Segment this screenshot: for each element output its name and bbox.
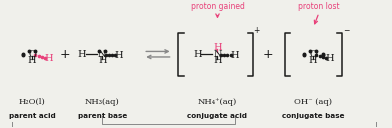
Text: +: + [60,48,71,61]
Text: NH₃(aq): NH₃(aq) [85,98,120,106]
Text: proton lost: proton lost [298,2,340,11]
Text: H: H [27,56,36,65]
Text: H: H [230,51,239,60]
Text: +: + [253,26,260,35]
Text: conjugate base: conjugate base [282,113,345,119]
Text: proton gained: proton gained [191,2,245,11]
Text: conjugate acid: conjugate acid [187,113,247,119]
Text: parent acid: parent acid [9,113,55,119]
Text: H: H [213,56,222,65]
Text: O: O [28,50,36,59]
Text: N: N [213,50,222,59]
Text: H: H [213,43,222,52]
Text: H: H [309,56,318,65]
Text: H: H [44,54,53,63]
Text: −: − [343,26,349,35]
Text: H: H [325,54,334,63]
Text: OH⁻ (aq): OH⁻ (aq) [294,98,332,106]
Text: parent base: parent base [78,113,127,119]
Text: NH₄⁺(aq): NH₄⁺(aq) [198,98,237,106]
Text: N: N [98,50,107,59]
Text: +: + [263,48,274,61]
Text: H: H [193,50,201,59]
Text: H: H [115,51,123,60]
Text: H: H [98,56,107,65]
Text: O: O [309,50,317,59]
Text: H: H [78,50,86,59]
Text: H₂O(l): H₂O(l) [18,98,45,106]
